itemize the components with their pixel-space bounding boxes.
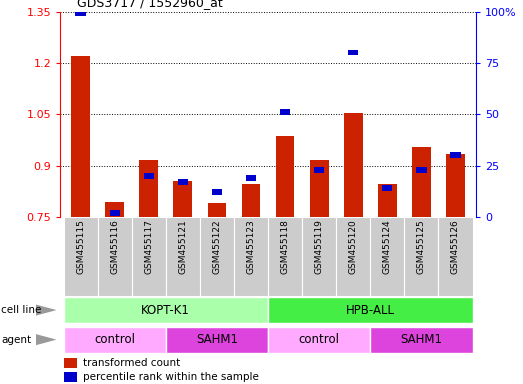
Bar <box>268 217 302 296</box>
Bar <box>280 109 290 115</box>
Bar <box>348 50 358 55</box>
Text: control: control <box>299 333 339 346</box>
Text: GSM455118: GSM455118 <box>280 219 290 274</box>
Text: transformed count: transformed count <box>83 358 180 368</box>
Bar <box>450 152 461 158</box>
Text: GDS3717 / 1552960_at: GDS3717 / 1552960_at <box>77 0 222 9</box>
Text: HPB-ALL: HPB-ALL <box>346 304 395 316</box>
Text: GSM455121: GSM455121 <box>178 219 187 274</box>
Text: GSM455123: GSM455123 <box>246 219 256 274</box>
Text: GSM455116: GSM455116 <box>110 219 119 274</box>
Bar <box>208 203 226 217</box>
Bar <box>174 181 192 217</box>
Text: SAHM1: SAHM1 <box>401 333 442 346</box>
Bar <box>404 217 438 296</box>
Bar <box>200 217 234 296</box>
Text: agent: agent <box>1 334 31 345</box>
Text: SAHM1: SAHM1 <box>196 333 238 346</box>
Bar <box>446 154 465 217</box>
Bar <box>382 185 392 191</box>
Bar <box>438 217 472 296</box>
Text: KOPT-K1: KOPT-K1 <box>141 304 190 316</box>
Bar <box>64 297 268 323</box>
Bar <box>302 217 336 296</box>
Bar <box>64 358 77 368</box>
Bar <box>378 184 396 217</box>
Polygon shape <box>36 305 56 316</box>
Bar <box>71 56 90 217</box>
Bar <box>242 184 260 217</box>
Bar <box>166 217 200 296</box>
Bar <box>370 327 472 353</box>
Text: GSM455119: GSM455119 <box>315 219 324 274</box>
Bar <box>344 113 362 217</box>
Text: GSM455122: GSM455122 <box>212 219 221 274</box>
Bar <box>178 179 188 185</box>
Text: GSM455126: GSM455126 <box>451 219 460 274</box>
Bar <box>314 167 324 172</box>
Bar <box>166 327 268 353</box>
Bar <box>132 217 166 296</box>
Bar <box>276 136 294 217</box>
Polygon shape <box>36 334 56 345</box>
Bar <box>98 217 132 296</box>
Bar <box>412 147 431 217</box>
Bar <box>75 11 86 17</box>
Text: control: control <box>94 333 135 346</box>
Bar <box>212 189 222 195</box>
Bar <box>64 217 98 296</box>
Bar <box>310 161 328 217</box>
Bar <box>109 210 120 216</box>
Bar <box>268 327 370 353</box>
Text: GSM455120: GSM455120 <box>349 219 358 274</box>
Bar <box>64 372 77 382</box>
Text: GSM455117: GSM455117 <box>144 219 153 274</box>
Bar <box>105 202 124 217</box>
Bar <box>144 173 154 179</box>
Text: cell line: cell line <box>1 305 41 315</box>
Text: GSM455115: GSM455115 <box>76 219 85 274</box>
Text: GSM455125: GSM455125 <box>417 219 426 274</box>
Bar <box>336 217 370 296</box>
Text: GSM455124: GSM455124 <box>383 219 392 274</box>
Bar <box>246 175 256 181</box>
Bar <box>234 217 268 296</box>
Text: percentile rank within the sample: percentile rank within the sample <box>83 372 259 382</box>
Bar <box>370 217 404 296</box>
Bar <box>64 327 166 353</box>
Bar <box>140 161 158 217</box>
Bar <box>268 297 472 323</box>
Bar <box>416 167 427 172</box>
